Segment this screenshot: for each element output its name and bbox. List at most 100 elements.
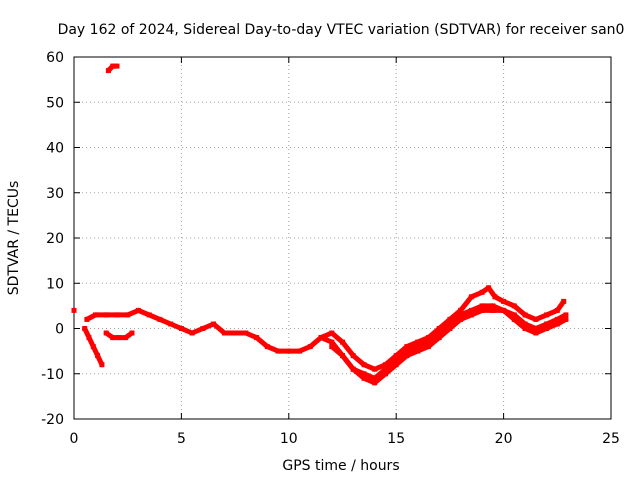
data-point [361,371,367,377]
data-point [168,321,174,327]
data-point [264,344,270,350]
series-early-dip [103,330,135,341]
x-axis-label: GPS time / hours [282,458,399,474]
y-tick-label: -20 [41,412,64,428]
series-start-point [71,307,77,313]
data-point [404,344,410,350]
data-point [84,316,90,322]
y-tick-label: 60 [46,50,64,66]
y-axis-label: SDTVAR / TECUs [6,181,22,296]
data-point [425,339,431,345]
data-point [511,303,517,309]
data-point [200,326,206,331]
data-point [340,353,345,359]
data-point [425,335,431,341]
data-point [563,312,569,318]
data-point [468,312,474,318]
data-point [486,285,492,291]
data-point [501,307,507,313]
data-point [479,307,485,313]
data-point [404,353,410,359]
data-point [116,335,122,341]
data-point [404,348,410,354]
data-point [458,316,464,322]
data-point [415,348,421,354]
data-point [533,330,539,336]
data-point [329,330,335,336]
data-point [544,326,550,331]
data-point [372,380,378,386]
x-tick-label: 5 [177,431,186,447]
data-point [99,362,105,368]
data-point [232,330,238,336]
grid [74,57,611,419]
data-point [103,312,109,318]
data-point [93,312,98,318]
data-point [383,362,388,368]
data-point [563,316,569,322]
data-point [71,307,77,313]
data-point [254,335,260,341]
data-point [125,312,131,318]
data-point [458,312,464,318]
data-point [544,312,550,318]
data-point [105,68,111,74]
series-main-band [84,303,569,381]
data-point [479,289,485,295]
data-point [393,357,399,363]
data-point [114,312,120,318]
data-point [554,321,560,327]
series-lower-band [329,307,569,386]
data-point [554,316,560,322]
x-tick-label: 25 [602,431,620,447]
data-point [103,330,109,336]
data-point [533,316,539,322]
data-point [329,339,335,345]
data-point [350,353,356,359]
data-point [511,312,517,318]
data-point [157,316,163,322]
data-point [383,366,388,372]
data-point [544,321,550,327]
y-tick-label: 0 [55,322,64,338]
axis-ticks [73,56,612,420]
series-upper-band [318,285,567,372]
data-point [436,335,442,341]
data-point [221,330,227,336]
data-point [533,326,539,331]
y-tick-label: 20 [46,231,64,247]
y-tick-label: 50 [46,95,64,111]
data-point [468,294,474,300]
data-point [146,312,152,318]
data-point [436,326,442,331]
data-point [129,330,135,336]
data-series [71,63,569,386]
data-point [479,303,485,309]
data-point [522,312,528,318]
data-point [361,375,367,381]
chart-title: Day 162 of 2024, Sidereal Day-to-day VTE… [58,22,625,38]
data-point [561,298,567,304]
data-point [361,362,367,368]
data-point [522,321,528,327]
data-point [447,316,453,322]
data-point [114,63,120,69]
data-point [393,353,399,359]
y-tick-label: 30 [46,186,64,202]
data-point [110,335,116,341]
data-point [501,298,507,304]
x-tick-label: 15 [387,431,405,447]
data-point [189,330,195,336]
x-tick-labels: 0 5 10 15 20 25 [70,431,620,447]
y-tick-label: -10 [41,367,64,383]
data-point [318,335,324,341]
data-point [178,326,184,331]
series-line [84,303,569,381]
data-point [522,326,528,331]
data-point [511,316,517,322]
data-point [350,366,356,372]
data-point [383,371,388,377]
y-tick-labels: -20 -10 0 10 20 30 40 50 60 [41,50,64,428]
data-point [447,321,453,327]
